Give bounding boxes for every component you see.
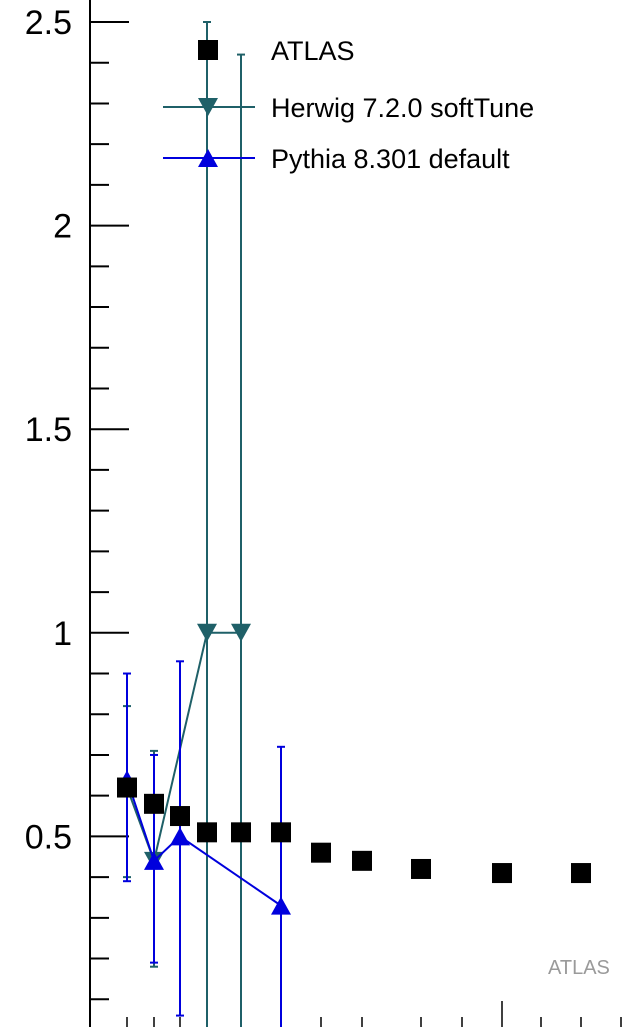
data-point	[311, 842, 331, 863]
legend-label: ATLAS	[271, 36, 355, 66]
series-atlas	[117, 777, 591, 884]
data-point	[170, 806, 190, 827]
data-point	[231, 623, 251, 642]
legend-marker	[198, 98, 218, 116]
data-point	[197, 623, 217, 642]
data-point	[170, 827, 190, 846]
legend-item: Pythia 8.301 default	[163, 144, 510, 174]
data-point	[411, 858, 431, 879]
series-layer	[117, 21, 591, 1027]
data-point	[231, 822, 251, 843]
y-axis: 0.5 1 1.5 2 2.5 0	[25, 0, 622, 1027]
legend-marker	[198, 40, 218, 60]
data-point	[144, 793, 164, 814]
data-point	[271, 822, 291, 843]
y-tick-label: 0	[53, 1022, 72, 1027]
data-point	[144, 851, 164, 870]
y-tick-label: 0.5	[25, 818, 72, 856]
series-triangle-down	[117, 21, 251, 1027]
data-point	[117, 777, 137, 798]
legend: ATLAS Herwig 7.2.0 softTune Pythia 8.301 d…	[163, 36, 534, 174]
y-tick-label: 1	[53, 615, 72, 653]
data-point	[197, 822, 217, 843]
legend-label: Pythia 8.301 default	[271, 144, 510, 174]
series-line	[126, 779, 282, 907]
legend-item: ATLAS	[198, 36, 355, 66]
data-point	[352, 850, 372, 871]
y-tick-label: 2	[53, 208, 72, 246]
legend-label: Herwig 7.2.0 softTune	[271, 93, 534, 123]
data-point	[271, 896, 291, 915]
series-line	[126, 631, 241, 865]
legend-item: Herwig 7.2.0 softTune	[163, 93, 534, 123]
legend-marker	[198, 149, 218, 167]
data-point	[571, 863, 591, 884]
atlas-watermark: ATLAS	[548, 957, 610, 979]
y-tick-label: 2.5	[25, 4, 72, 42]
data-point	[492, 863, 512, 884]
y-tick-label: 1.5	[25, 411, 72, 449]
series-triangle-up	[117, 660, 291, 1027]
